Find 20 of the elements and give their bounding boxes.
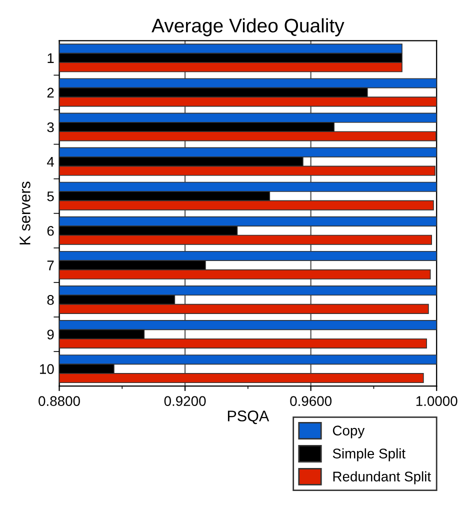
y-tick-label: 5 — [47, 192, 54, 202]
y-tick-label: 6 — [47, 226, 54, 236]
y-axis-title: K servers — [20, 182, 30, 244]
y-tick-label: 4 — [47, 157, 54, 167]
y-tick-label: 1 — [48, 53, 54, 63]
x-tick-label: 0.9200 — [164, 396, 206, 406]
legend-label: Redundant Split — [333, 471, 431, 484]
y-tick-label: 7 — [47, 260, 54, 270]
x-tick-label: 0.9600 — [290, 396, 332, 406]
y-tick-label: 8 — [47, 295, 54, 305]
legend-label: Simple Split — [332, 448, 406, 462]
chart-title: Average Video Quality — [152, 18, 344, 36]
x-tick-label: 1.0000 — [416, 396, 458, 406]
y-tick-label: 2 — [47, 88, 54, 98]
x-axis-title: PSQA — [228, 410, 270, 424]
legend-label: Copy — [332, 426, 365, 438]
y-tick-label: 10 — [40, 364, 54, 374]
x-tick-label: 0.8800 — [38, 396, 80, 406]
y-tick-label: 9 — [47, 330, 54, 340]
y-tick-label: 3 — [47, 122, 54, 132]
